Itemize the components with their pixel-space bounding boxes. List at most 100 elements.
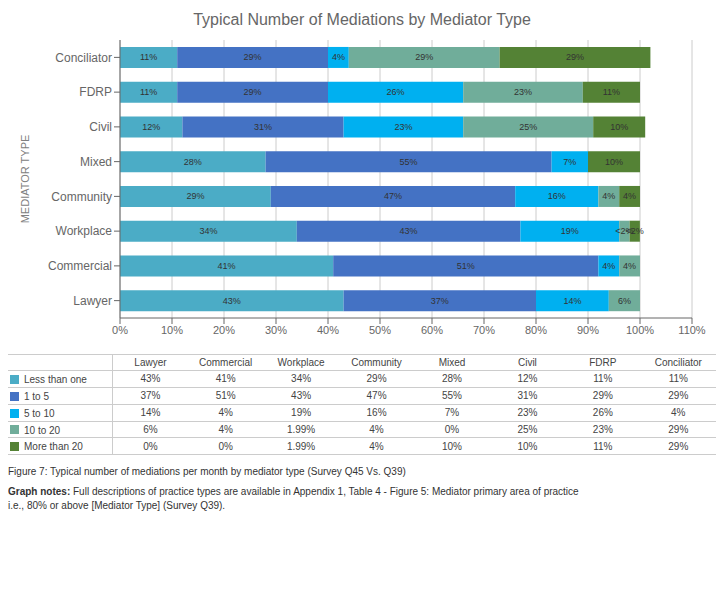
svg-text:29%: 29% — [415, 52, 433, 62]
html-text:47%: 47% — [366, 390, 387, 402]
svg-text:10%: 10% — [610, 122, 628, 132]
html-text:16%: 16% — [366, 407, 387, 419]
html-text:10%: 10% — [517, 440, 538, 452]
html-text:0%: 0% — [218, 440, 233, 452]
svg-text:Conciliator: Conciliator — [55, 51, 112, 65]
html-text:11%: 11% — [668, 373, 688, 385]
svg-text:28%: 28% — [184, 157, 202, 167]
html-text:11%: 11% — [593, 440, 613, 452]
svg-text:10%: 10% — [605, 157, 623, 167]
svg-text:Lawyer: Lawyer — [73, 294, 112, 308]
html-text:29%: 29% — [668, 440, 689, 452]
svg-text:110%: 110% — [678, 324, 706, 336]
svg-text:30%: 30% — [265, 324, 287, 336]
html-text:31%: 31% — [517, 390, 538, 402]
html-text:29%: 29% — [366, 373, 387, 385]
svg-text:Mixed: Mixed — [80, 155, 112, 169]
html-text:Commercial: Commercial — [199, 357, 253, 368]
svg-text:4%: 4% — [623, 261, 636, 271]
svg-text:10%: 10% — [161, 324, 183, 336]
svg-text:4%: 4% — [602, 261, 615, 271]
svg-text:34%: 34% — [199, 226, 217, 236]
html-text:4%: 4% — [218, 407, 233, 419]
svg-text:<2%: <2% — [615, 226, 634, 237]
svg-text:29%: 29% — [244, 87, 262, 97]
svg-text:25%: 25% — [519, 122, 537, 132]
html-text:More than 20: More than 20 — [24, 441, 83, 453]
svg-text:55%: 55% — [400, 157, 418, 167]
svg-text:80%: 80% — [525, 324, 547, 336]
svg-text:37%: 37% — [431, 296, 449, 306]
html-text:29%: 29% — [592, 390, 613, 402]
svg-text:4%: 4% — [623, 191, 636, 201]
svg-text:26%: 26% — [387, 87, 405, 97]
svg-text:4%: 4% — [332, 52, 345, 62]
svg-text:Workplace: Workplace — [56, 224, 113, 238]
html-text:55%: 55% — [442, 390, 462, 402]
svg-text:41%: 41% — [218, 261, 236, 271]
svg-text:43%: 43% — [400, 226, 418, 236]
svg-text:FDRP: FDRP — [79, 85, 112, 99]
html-text:1.99%: 1.99% — [286, 440, 316, 452]
svg-text:50%: 50% — [369, 324, 391, 336]
svg-text:7%: 7% — [563, 157, 576, 167]
svg-text:90%: 90% — [577, 324, 599, 336]
html-text:0%: 0% — [143, 440, 158, 452]
html-text:Figure 7: Typical number of me: Figure 7: Typical number of mediations p… — [8, 466, 406, 478]
html-text:Less than one: Less than one — [24, 373, 87, 385]
html-text:12%: 12% — [517, 373, 538, 385]
svg-text:6%: 6% — [618, 296, 631, 306]
svg-text:11%: 11% — [140, 87, 157, 97]
html-text:10%: 10% — [442, 440, 462, 452]
svg-text:12%: 12% — [142, 122, 160, 132]
html-text:43%: 43% — [291, 390, 312, 402]
html-text:29%: 29% — [668, 390, 689, 402]
svg-text:40%: 40% — [317, 324, 339, 336]
html-text:Graph notes: Full descriptions: Graph notes: Full descriptions of practi… — [8, 486, 579, 512]
html-text:14%: 14% — [140, 407, 161, 419]
svg-text:11%: 11% — [140, 52, 157, 62]
svg-text:MEDIATOR TYPE: MEDIATOR TYPE — [19, 135, 31, 224]
svg-text:31%: 31% — [254, 122, 272, 132]
svg-text:23%: 23% — [514, 87, 532, 97]
svg-text:Commercial: Commercial — [48, 259, 112, 273]
html-text:5 to 10: 5 to 10 — [24, 407, 55, 419]
html-text:7%: 7% — [444, 407, 460, 419]
html-text:34%: 34% — [291, 373, 312, 385]
svg-text:20%: 20% — [213, 324, 235, 336]
svg-text:100%: 100% — [626, 324, 654, 336]
svg-text:14%: 14% — [563, 296, 581, 306]
svg-text:11%: 11% — [603, 87, 620, 97]
html-text:51%: 51% — [215, 390, 236, 402]
html-text:4%: 4% — [369, 440, 384, 452]
html-text:41%: 41% — [215, 373, 236, 385]
svg-text:51%: 51% — [457, 261, 475, 271]
html-text:43%: 43% — [140, 373, 161, 385]
html-text:28%: 28% — [442, 373, 462, 385]
svg-text:16%: 16% — [548, 191, 566, 201]
svg-text:4%: 4% — [602, 191, 615, 201]
html-text:4%: 4% — [671, 407, 686, 419]
svg-text:Community: Community — [51, 190, 112, 204]
html-text:19%: 19% — [291, 407, 312, 419]
html-text:37%: 37% — [140, 390, 161, 402]
svg-text:29%: 29% — [244, 52, 262, 62]
html-text:10 to 20: 10 to 20 — [24, 424, 61, 436]
svg-text:70%: 70% — [473, 324, 495, 336]
svg-text:23%: 23% — [394, 122, 412, 132]
svg-text:47%: 47% — [384, 191, 402, 201]
svg-text:Civil: Civil — [89, 120, 112, 134]
svg-text:29%: 29% — [186, 191, 204, 201]
html-text:11%: 11% — [593, 373, 613, 385]
html-text:Lawyer: Lawyer — [134, 357, 167, 368]
html-text:26%: 26% — [592, 407, 613, 419]
html-text:1 to 5: 1 to 5 — [24, 390, 49, 402]
html-text:23%: 23% — [517, 407, 538, 419]
html-text:Typical Number of Mediations b: Typical Number of Mediations by Mediator… — [193, 11, 531, 28]
svg-text:0%: 0% — [112, 324, 128, 336]
svg-text:43%: 43% — [223, 296, 241, 306]
svg-text:<2%: <2% — [626, 226, 644, 236]
svg-text:60%: 60% — [421, 324, 443, 336]
svg-text:29%: 29% — [566, 52, 584, 62]
svg-text:19%: 19% — [561, 226, 579, 236]
